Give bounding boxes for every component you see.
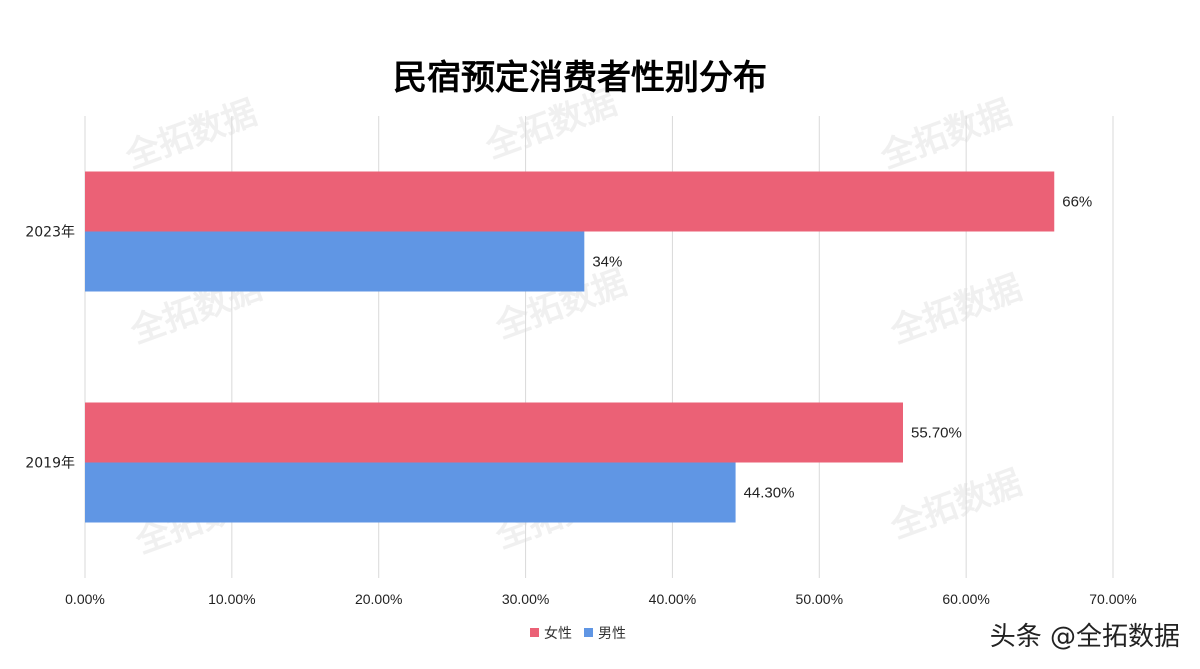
watermark-text: 全拓数据 — [885, 268, 1027, 352]
data-label: 55.70% — [911, 425, 962, 442]
data-label: 44.30% — [744, 485, 795, 502]
watermark-text: 全拓数据 — [120, 93, 262, 177]
legend-label: 男性 — [598, 626, 626, 642]
bar-male — [85, 462, 736, 523]
y-axis: 2023年 2019年 — [25, 225, 75, 472]
legend: 女性 男性 — [530, 625, 626, 642]
bar-female — [85, 171, 1055, 232]
bars: 66% 34% 55.70% 44.30% — [85, 171, 1092, 523]
y-category-label: 2023年 — [25, 225, 75, 241]
footer-credit: 头条 @全拓数据 — [990, 622, 1180, 652]
legend-swatch — [584, 628, 593, 637]
x-tick-label: 70.00% — [1089, 591, 1136, 607]
x-tick-label: 30.00% — [502, 591, 549, 607]
data-label: 34% — [592, 254, 622, 271]
watermark-text: 全拓数据 — [885, 463, 1027, 547]
data-label: 66% — [1062, 194, 1092, 211]
legend-swatch — [530, 628, 539, 637]
x-tick-label: 50.00% — [796, 591, 843, 607]
legend-label: 女性 — [544, 625, 572, 642]
x-tick-label: 60.00% — [942, 591, 989, 607]
x-tick-label: 20.00% — [355, 591, 402, 607]
watermark-text: 全拓数据 — [875, 93, 1017, 177]
x-tick-label: 0.00% — [65, 591, 105, 607]
y-category-label: 2019年 — [25, 456, 75, 472]
bar-female — [85, 402, 903, 463]
chart-title: 民宿预定消费者性别分布 — [393, 58, 767, 98]
bar-male — [85, 231, 585, 292]
x-tick-label: 40.00% — [649, 591, 696, 607]
x-tick-label: 10.00% — [208, 591, 255, 607]
x-axis: 0.00% 10.00% 20.00% 30.00% 40.00% 50.00% 60.00… — [65, 591, 1137, 607]
